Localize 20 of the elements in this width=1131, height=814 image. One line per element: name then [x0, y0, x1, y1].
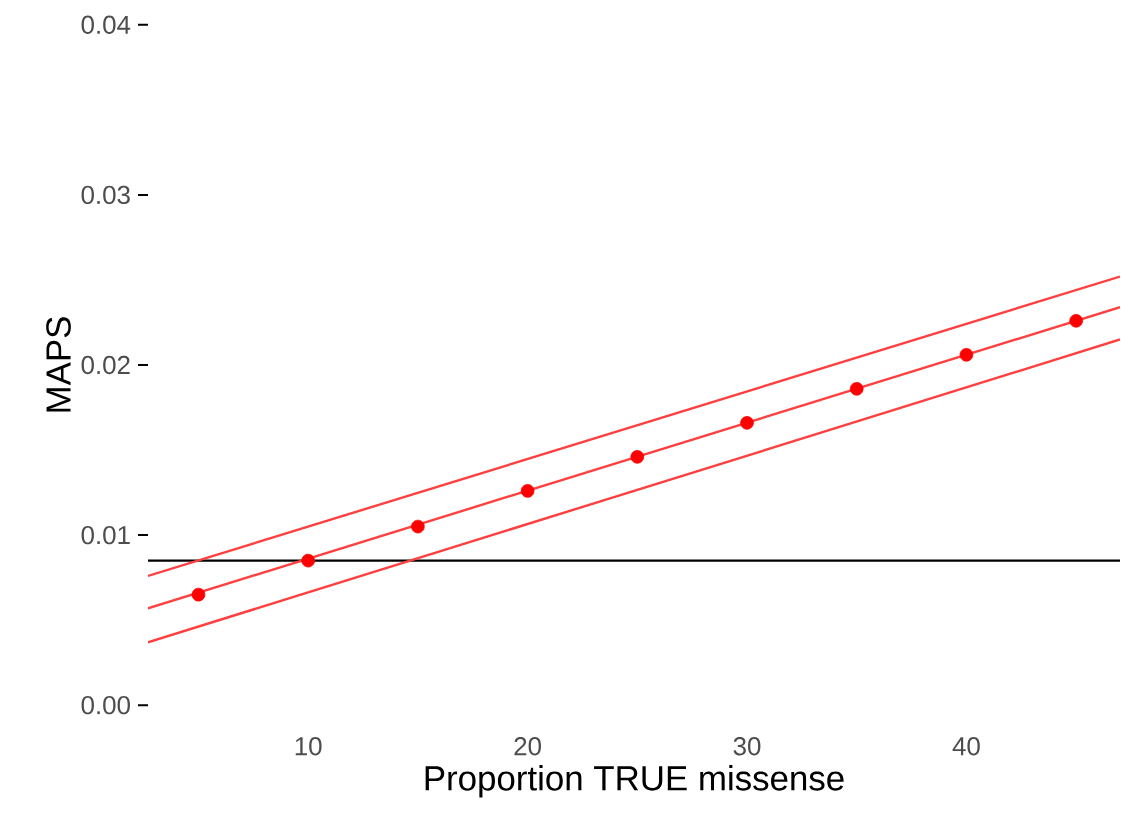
- x-tick-label: 40: [952, 737, 980, 756]
- x-axis-title: Proportion TRUE missense: [425, 765, 844, 798]
- y-axis-title: MAPS: [46, 317, 71, 412]
- point: [520, 484, 535, 498]
- point: [301, 553, 315, 568]
- point: [630, 450, 645, 464]
- point: [740, 416, 754, 430]
- point: [849, 382, 864, 396]
- y-tick-label: 0.00: [81, 696, 130, 715]
- point: [191, 587, 206, 602]
- x-tick-label: 20: [514, 737, 541, 756]
- point: [411, 519, 425, 534]
- y-tick-label: 0.02: [81, 355, 130, 375]
- x-tick-label: 10: [295, 737, 322, 756]
- y-tick-label: 0.04: [81, 15, 131, 34]
- y-tick-label: 0.03: [81, 185, 130, 205]
- point: [1069, 313, 1083, 328]
- y-tick-label: 0.01: [81, 525, 130, 545]
- x-tick-label: 30: [733, 737, 761, 756]
- point: [959, 347, 974, 362]
